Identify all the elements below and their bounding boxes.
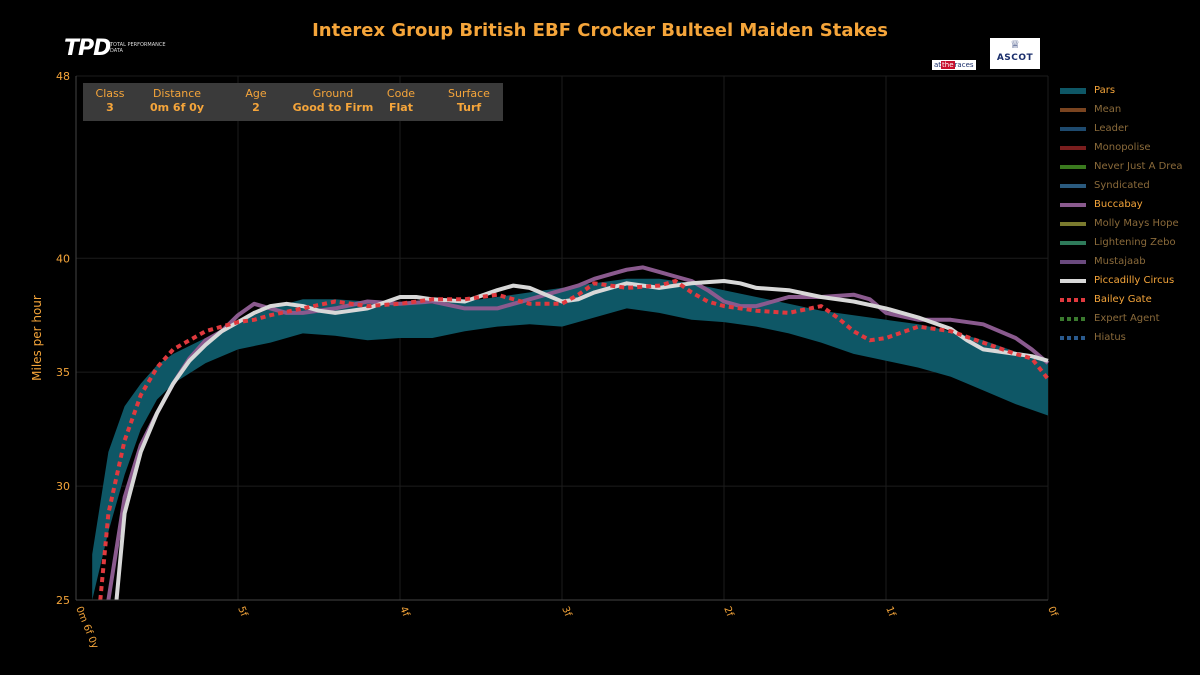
legend-label: Hiatus [1094, 332, 1126, 343]
legend-swatch [1060, 203, 1086, 207]
legend-label: Leader [1094, 123, 1129, 134]
x-tick-label: 1f [883, 605, 897, 619]
legend-swatch [1060, 336, 1086, 340]
race-info-label: Surface [448, 87, 490, 100]
crown-icon: ♕ [1010, 38, 1020, 51]
race-info-distance: Distance 0m 6f 0y [137, 87, 217, 115]
race-info-value: 3 [106, 101, 114, 114]
legend-label: Piccadilly Circus [1094, 275, 1175, 286]
atr-logo-part2: the [941, 61, 955, 69]
legend-label: Never Just A Drea [1094, 161, 1183, 172]
legend-swatch [1060, 146, 1086, 150]
x-tick-label: 5f [235, 605, 249, 619]
race-info-age: Age 2 [231, 87, 281, 115]
legend-swatch-band [1060, 88, 1086, 94]
race-info-label: Ground [312, 87, 354, 100]
legend-swatch [1060, 127, 1086, 131]
y-tick-label: 35 [56, 366, 70, 379]
y-tick-label: 30 [56, 480, 70, 493]
legend-label: Syndicated [1094, 180, 1150, 191]
ascot-logo-text: ASCOT [996, 53, 1034, 63]
legend-label: Pars [1094, 85, 1116, 96]
legend-label: Monopolise [1094, 142, 1151, 153]
atr-logo-part3: races [954, 61, 974, 69]
tpd-logo: TPD TOTAL PERFORMANCE DATA [64, 36, 174, 66]
race-info-value: Turf [456, 101, 482, 114]
atr-logo-part1: at [934, 61, 942, 69]
pars-band-layer [92, 278, 1048, 600]
legend-label: Mean [1094, 104, 1122, 115]
legend-swatch [1060, 88, 1086, 94]
race-info-label: Age [245, 87, 267, 100]
legend-swatch [1060, 184, 1086, 188]
race-info-value: Flat [389, 101, 413, 114]
series-line-piccadilly-circus [114, 279, 1049, 601]
x-tick-label: 2f [721, 605, 735, 619]
race-info-panel: Class 3 Distance 0m 6f 0y Age 2 Ground G… [83, 83, 503, 121]
legend-swatch [1060, 108, 1086, 112]
race-info-label: Distance [152, 87, 202, 100]
race-info-label: Class [95, 87, 125, 100]
series-line-bailey-gate [98, 279, 1050, 601]
legend-label: Lightening Zebo [1094, 237, 1176, 248]
race-info-surface: Surface Turf [435, 87, 503, 115]
x-tick-label: 3f [559, 605, 573, 619]
tpd-logo-text: TPD [64, 36, 111, 61]
legend-label: Expert Agent [1094, 313, 1160, 324]
legend-label: Bailey Gate [1094, 294, 1152, 305]
legend-label: Buccabay [1094, 199, 1143, 210]
y-tick-label: 40 [56, 252, 70, 265]
x-tick-label: 0m 6f 0y [73, 605, 100, 651]
y-axis-label: Miles per hour [30, 295, 44, 381]
legend-swatch [1060, 260, 1086, 264]
at-the-races-logo: attheraces [932, 60, 976, 70]
legend-swatch [1060, 317, 1086, 321]
race-info-ground: Ground Good to Firm [288, 87, 378, 115]
race-info-label: Code [386, 87, 416, 100]
legend-label: Mustajaab [1094, 256, 1146, 267]
legend-label: Molly Mays Hope [1094, 218, 1179, 229]
y-tick-label: 25 [56, 594, 70, 607]
legend-swatch [1060, 298, 1086, 302]
race-info-value: 0m 6f 0y [149, 101, 205, 114]
race-info-class: Class 3 [83, 87, 137, 115]
legend-swatch [1060, 241, 1086, 245]
x-tick-label: 4f [397, 605, 411, 619]
legend-swatch [1060, 165, 1086, 169]
race-info-code: Code Flat [378, 87, 424, 115]
legend-swatch [1060, 279, 1086, 283]
race-info-value: 2 [252, 101, 260, 114]
chart-title: Interex Group British EBF Crocker Bultee… [312, 20, 888, 41]
legend-swatch [1060, 222, 1086, 226]
pars-band [92, 278, 1048, 600]
tpd-logo-subtext: TOTAL PERFORMANCE DATA [110, 42, 166, 54]
ascot-logo: ♕ ASCOT [990, 38, 1040, 69]
y-tick-label: 48 [56, 70, 70, 83]
race-info-value: Good to Firm [292, 101, 374, 114]
series-layer [98, 265, 1050, 601]
x-tick-label: 0f [1045, 605, 1059, 619]
